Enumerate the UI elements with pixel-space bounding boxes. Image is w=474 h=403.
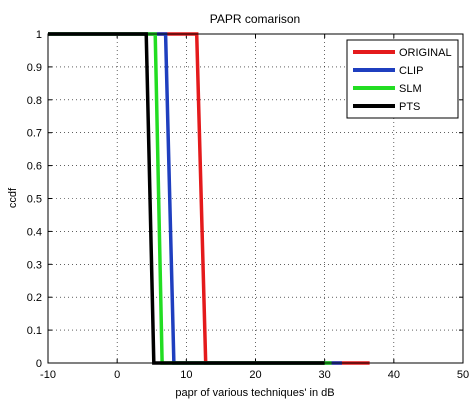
legend-label: ORIGINAL (399, 47, 452, 59)
plot-frame (47, 33, 464, 364)
y-tick-label: 0.2 (27, 292, 42, 304)
ticks: -10 0 10 20 30 40 5000.10.20.30.40.50.60.70.80… (27, 29, 469, 381)
y-tick-label: 0.3 (27, 259, 42, 271)
y-tick-label: 0.1 (27, 325, 42, 337)
x-tick-label: 40 (388, 369, 400, 381)
y-tick-label: 0.4 (27, 226, 42, 238)
x-tick-label: 20 (249, 369, 261, 381)
x-tick-label: -10 (40, 369, 56, 381)
chart-title: PAPR comarison (210, 12, 300, 26)
y-tick-label: 0 (36, 358, 42, 370)
y-axis-label: ccdf (7, 187, 19, 208)
y-tick-label: 0.5 (27, 194, 42, 206)
y-tick-label: 0.8 (27, 95, 42, 107)
y-tick-label: 1 (36, 29, 42, 41)
legend-label: SLM (399, 83, 422, 95)
x-tick-label: 50 (457, 369, 469, 381)
grid (48, 34, 463, 363)
y-tick-label: 0.9 (27, 62, 42, 74)
x-tick-label: 0 (114, 369, 120, 381)
legend-label: PTS (399, 101, 420, 113)
legend: ORIGINAL CLIP SLM PTS (346, 39, 459, 119)
x-axis-label: papr of various techniques' in dB (175, 387, 334, 399)
y-tick-label: 0.7 (27, 128, 42, 140)
x-tick-label: 10 (180, 369, 192, 381)
y-tick-label: 0.6 (27, 161, 42, 173)
legend-label: CLIP (399, 65, 423, 77)
x-tick-label: 30 (319, 369, 331, 381)
